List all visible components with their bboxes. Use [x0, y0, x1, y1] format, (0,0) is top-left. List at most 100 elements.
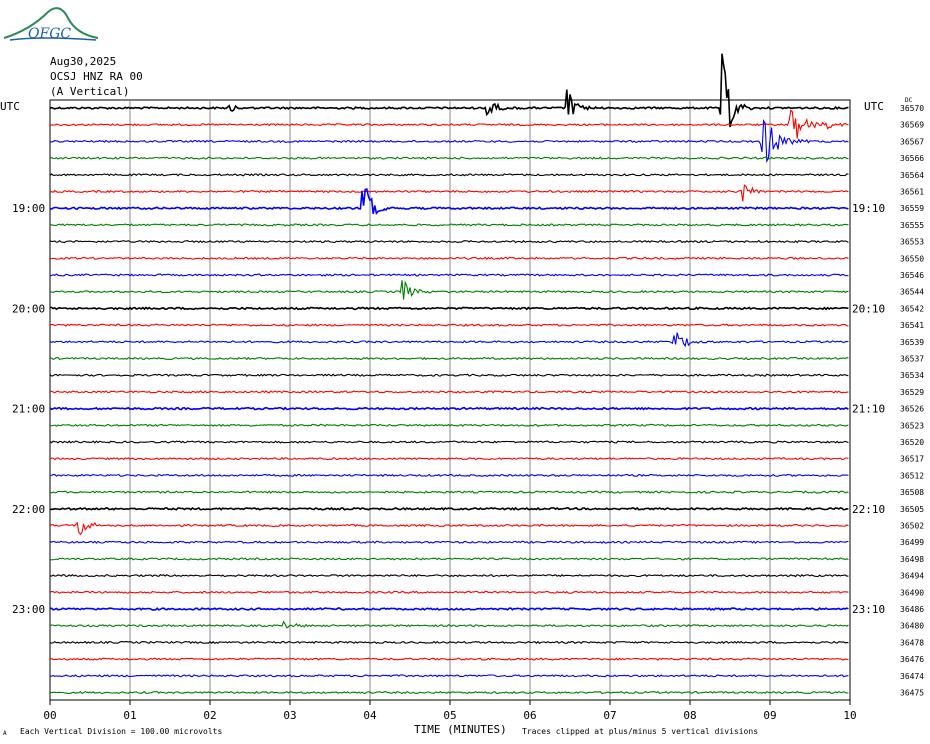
trace-row	[49, 373, 849, 377]
trace-row	[49, 109, 849, 139]
x-tick-label: 10	[843, 709, 856, 722]
dc-offset-label: 36498	[900, 555, 924, 564]
right-time-label: 20:10	[852, 302, 885, 315]
trace-row	[49, 223, 849, 227]
x-tick-label: 05	[443, 709, 456, 722]
x-tick-label: 07	[603, 709, 616, 722]
dc-offset-label: 36559	[900, 204, 924, 213]
x-tick-label: 08	[683, 709, 696, 722]
dc-offset-label: 36494	[900, 572, 924, 581]
left-time-label: 19:00	[12, 202, 45, 215]
trace-row	[49, 607, 849, 611]
dc-offset-label: 36502	[900, 522, 924, 531]
logo-text: OFGC	[28, 26, 72, 42]
trace-row	[49, 473, 849, 478]
trace-row	[49, 406, 849, 411]
trace-row	[49, 173, 849, 177]
trace-row	[49, 323, 849, 327]
trace-row	[49, 239, 849, 244]
dc-offset-label: 36550	[900, 254, 924, 263]
left-time-label: 22:00	[12, 503, 45, 516]
dc-offset-label: 36566	[900, 154, 924, 163]
dc-offset-label: 36478	[900, 638, 924, 647]
trace-row	[49, 690, 849, 695]
dc-offset-label: 36512	[900, 471, 924, 480]
trace-row	[49, 640, 849, 645]
dc-header: DC	[905, 97, 913, 104]
dc-offset-label: 36476	[900, 655, 924, 664]
trace-row	[49, 390, 849, 394]
trace-row	[49, 440, 849, 444]
trace-row	[49, 674, 849, 678]
dc-offset-label: 36537	[900, 355, 924, 364]
trace-row	[49, 540, 849, 544]
dc-offset-label: 36555	[900, 221, 924, 230]
dc-offset-label: 36526	[900, 405, 924, 414]
header-component: (A Vertical)	[50, 85, 130, 98]
dc-offset-label: 36529	[900, 388, 924, 397]
dc-offset-label: 36474	[900, 672, 924, 681]
dc-offset-label: 36490	[900, 588, 924, 597]
trace-row	[49, 53, 849, 128]
x-tick-label: 06	[523, 709, 536, 722]
trace-row	[49, 521, 849, 536]
x-tick-label: 09	[763, 709, 776, 722]
trace-row	[49, 184, 849, 202]
utc-label-right: UTC	[864, 100, 884, 113]
right-time-label: 22:10	[852, 503, 885, 516]
dc-offset-label: 36534	[900, 371, 924, 380]
footer-glyph: A	[3, 730, 7, 737]
dc-offset-label: 36544	[900, 288, 924, 297]
header-station: OCSJ HNZ RA 00	[50, 70, 143, 83]
trace-row	[49, 280, 849, 300]
trace-row	[49, 557, 849, 561]
dc-offset-label: 36499	[900, 538, 924, 547]
trace-row	[49, 573, 849, 578]
dc-offset-label: 36520	[900, 438, 924, 447]
dc-offset-label: 36569	[900, 121, 924, 130]
trace-row	[49, 490, 849, 494]
footer-clip-note: Traces clipped at plus/minus 5 vertical …	[522, 727, 759, 736]
x-tick-label: 04	[363, 709, 377, 722]
trace-row	[49, 506, 849, 511]
x-tick-label: 01	[123, 709, 136, 722]
dc-offset-label: 36567	[900, 137, 924, 146]
left-time-label: 23:00	[12, 603, 45, 616]
x-tick-label: 02	[203, 709, 216, 722]
left-time-label: 20:00	[12, 302, 45, 315]
trace-row	[49, 423, 849, 427]
utc-label-left: UTC	[0, 100, 20, 113]
dc-offset-label: 36523	[900, 421, 924, 430]
header-date: Aug30,2025	[50, 55, 117, 68]
dc-offset-label: 36505	[900, 505, 924, 514]
dc-offset-label: 36561	[900, 188, 924, 197]
dc-offset-label: 36475	[900, 689, 924, 698]
trace-row	[49, 657, 849, 661]
left-time-label: 21:00	[12, 403, 45, 416]
dc-offset-label: 36539	[900, 338, 924, 347]
dc-offset-label: 36486	[900, 605, 924, 614]
footer-division-note: Each Vertical Division = 100.00 microvol…	[20, 727, 223, 736]
trace-row	[49, 332, 849, 348]
trace-row	[49, 156, 849, 160]
x-axis-label: TIME (MINUTES)	[414, 723, 507, 736]
dc-offset-label: 36508	[900, 488, 924, 497]
trace-row	[49, 620, 849, 629]
dc-offset-label: 36541	[900, 321, 924, 330]
trace-row	[49, 356, 849, 361]
trace-row	[49, 256, 849, 261]
x-tick-label: 00	[43, 709, 56, 722]
dc-offset-label: 36570	[900, 104, 924, 113]
right-time-label: 21:10	[852, 403, 885, 416]
dc-offset-label: 36542	[900, 304, 924, 313]
dc-offset-label: 36480	[900, 622, 924, 631]
ofgc-logo-icon	[3, 7, 99, 41]
trace-row	[49, 273, 849, 277]
trace-row	[49, 188, 849, 216]
trace-row	[49, 119, 849, 164]
right-time-label: 23:10	[852, 603, 885, 616]
dc-offset-label: 36517	[900, 455, 924, 464]
x-tick-label: 03	[283, 709, 296, 722]
trace-row	[50, 306, 849, 311]
